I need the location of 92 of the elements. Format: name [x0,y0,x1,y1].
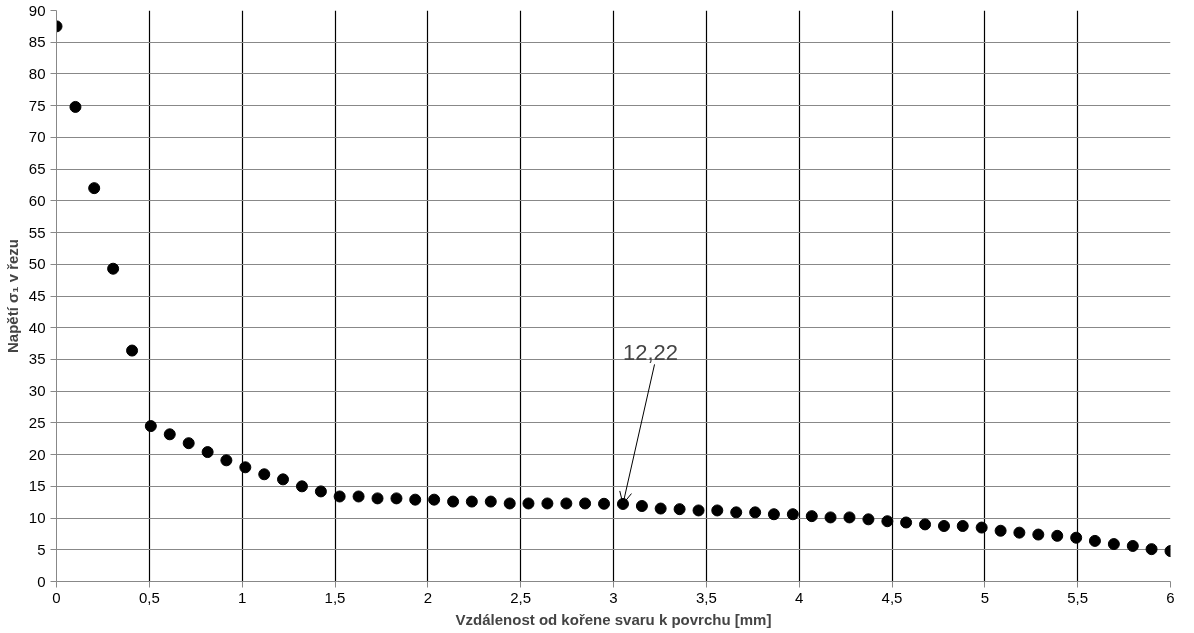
x-tick-label: 0 [52,588,61,606]
point [371,492,384,505]
point [88,182,101,195]
y-tick-label: 65 [28,160,46,178]
point [390,492,403,505]
point [503,497,516,510]
point [994,524,1007,537]
y-tick-label: 70 [28,128,46,146]
point [220,454,233,467]
point [635,500,648,512]
point [730,506,743,519]
point [843,511,856,524]
x-tick-label: 5 [980,588,990,606]
point [163,428,176,441]
y-tick-label: 5 [37,540,46,558]
y-tick-label: 55 [28,223,46,241]
point [1013,526,1026,539]
y-tick-label: 90 [28,1,46,19]
point [767,508,780,521]
point [484,495,497,508]
point [1070,531,1083,544]
point [1126,539,1139,552]
point [314,485,327,498]
point [428,493,441,506]
point [900,516,913,529]
point [881,515,894,528]
point [937,520,950,532]
x-tick-label: 2 [423,588,433,606]
point [749,506,762,519]
point [956,520,969,532]
point [409,493,422,506]
point [541,497,554,510]
x-tick-label: 4 [795,588,804,606]
point [579,497,592,510]
point [144,420,157,433]
point [598,497,611,510]
y-tick-label: 85 [28,33,46,51]
y-tick-label: 35 [28,350,46,368]
point [824,511,837,524]
x-tick-label: 1 [238,588,247,606]
y-tick-label: 50 [28,255,46,273]
point [1088,534,1101,547]
y-tick-label: 40 [28,318,46,336]
point [862,513,875,526]
x-tick-label: 5,5 [1067,588,1089,606]
point [1107,538,1120,551]
x-tick-label: 0,5 [138,588,160,606]
y-tick-label: 30 [28,382,46,400]
point [258,468,271,481]
y-tick-label: 45 [28,287,46,304]
point [447,495,460,508]
point [126,344,139,357]
y-axis-title: Napětí σ₁ v řezu [3,239,21,353]
point [805,510,818,523]
y-tick-label: 60 [28,191,46,209]
y-tick-label: 10 [28,509,46,527]
point [560,497,573,510]
point [239,461,252,474]
x-tick-label: 6 [1166,588,1175,606]
point [786,508,799,521]
point [711,504,724,517]
point [107,262,120,275]
point [975,521,988,534]
y-tick-label: 80 [28,64,46,82]
point [1032,528,1045,541]
point [465,495,478,508]
point [352,490,365,503]
point [919,518,932,531]
point [69,100,82,113]
y-tick-label: 15 [28,477,46,495]
point [333,490,346,503]
x-tick-label: 2,5 [510,588,532,606]
x-tick-label: 4,5 [881,588,903,606]
point [277,473,290,486]
point [673,503,686,516]
point [1145,543,1158,556]
point [654,502,667,515]
y-tick-label: 0 [37,572,46,590]
y-tick-label: 20 [28,445,46,463]
point [692,504,705,517]
point [201,446,214,459]
y-tick-label: 25 [28,413,46,431]
point [182,437,195,450]
x-tick-label: 1,5 [324,588,346,606]
x-tick-label: 3 [609,588,618,606]
y-tick-label: 75 [28,96,46,114]
x-axis-title: Vzdálenost od kořene svaru k povrchu [mm] [455,610,772,628]
x-tick-label: 3,5 [695,588,717,606]
point [522,497,535,510]
annotation: 12,22 [622,340,679,366]
point [1051,529,1064,542]
point [295,480,308,493]
